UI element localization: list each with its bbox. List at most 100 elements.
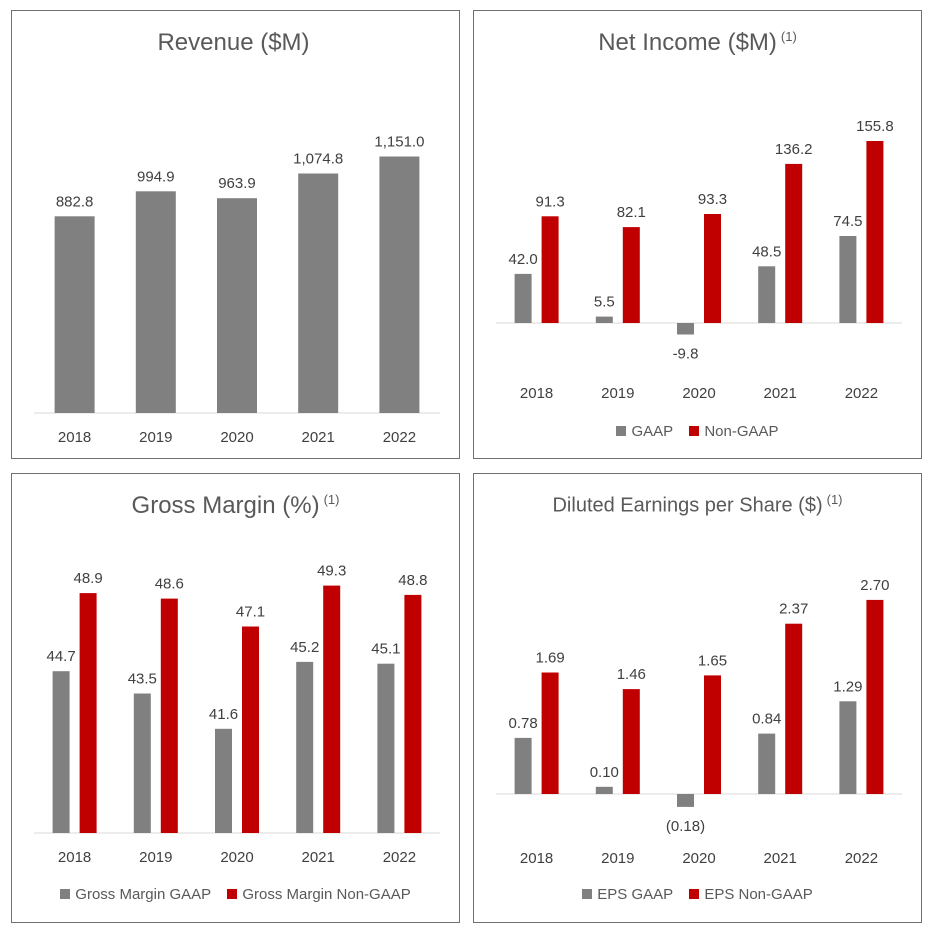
bar-revenue-revenue-2020 [217, 198, 257, 413]
legend-gm-non-gaap-swatch [227, 889, 238, 899]
legend-gaap: GAAP [616, 423, 673, 440]
data-label-gross-margin-gross-margin-gaap-2018: 44.7 [46, 648, 75, 665]
revenue-chart-plot: 882.8 2018 994.9 2019 963.9 2020 1,074.8 2021 1,… [34, 134, 440, 446]
bar-gross-margin-gross-margin-non-gaap-2019 [160, 598, 178, 833]
data-label-eps-eps-gaap-2018: 0.78 [508, 715, 537, 732]
data-label-gross-margin-gross-margin-non-gaap-2020: 47.1 [236, 604, 265, 621]
x-tick-label-net-income-2018: 2018 [520, 385, 553, 402]
legend-gm-gaap-swatch [60, 889, 71, 899]
legend-eps-gaap-swatch [582, 889, 593, 899]
net-income-chart-plot: 42.0 91.3 2018 5.5 82.1 2019 -9.8 93.3 2020 48.5 1… [496, 118, 902, 402]
x-tick-label-net-income-2019: 2019 [601, 385, 634, 402]
data-label-net-income-gaap-2018: 42.0 [508, 251, 537, 268]
legend-gm-non-gaap: Gross Margin Non-GAAP [227, 886, 411, 903]
data-label-net-income-non-gaap-2020: 93.3 [698, 191, 727, 208]
data-label-net-income-gaap-2021: 48.5 [752, 243, 781, 260]
x-tick-label-revenue-2022: 2022 [383, 429, 416, 446]
eps-legend: EPS GAAP EPS Non-GAAP [474, 886, 921, 903]
x-tick-label-revenue-2020: 2020 [220, 429, 253, 446]
data-label-eps-eps-non-gaap-2020: 1.65 [698, 652, 727, 669]
bar-gross-margin-gross-margin-non-gaap-2020 [242, 626, 259, 833]
x-tick-label-gross-margin-2022: 2022 [383, 849, 416, 866]
legend-eps-non-gaap: EPS Non-GAAP [689, 886, 813, 903]
bar-net-income-non-gaap-2021 [785, 163, 803, 323]
x-tick-label-gross-margin-2019: 2019 [139, 849, 172, 866]
data-label-net-income-gaap-2022: 74.5 [833, 213, 862, 230]
data-label-eps-eps-gaap-2020: (0.18) [666, 818, 705, 835]
bar-gross-margin-gross-margin-non-gaap-2021 [323, 585, 341, 833]
bar-gross-margin-gross-margin-gaap-2020 [215, 728, 232, 833]
bar-eps-eps-non-gaap-2021 [785, 623, 803, 794]
bar-net-income-gaap-2018 [514, 273, 532, 323]
bar-gross-margin-gross-margin-gaap-2022 [377, 663, 395, 833]
gross-margin-legend: Gross Margin GAAP Gross Margin Non-GAAP [12, 886, 459, 903]
bar-net-income-gaap-2022 [839, 236, 857, 323]
data-label-eps-eps-non-gaap-2018: 1.69 [535, 650, 564, 667]
x-tick-label-eps-2019: 2019 [601, 850, 634, 867]
x-tick-label-eps-2021: 2021 [764, 850, 797, 867]
bar-revenue-revenue-2018 [54, 216, 95, 413]
bar-gross-margin-gross-margin-gaap-2021 [296, 661, 314, 833]
eps-chart-title: Diluted Earnings per Share ($) (1) [552, 492, 843, 517]
x-tick-label-gross-margin-2020: 2020 [220, 849, 253, 866]
bar-net-income-gaap-2019 [595, 316, 613, 323]
bar-gross-margin-gross-margin-non-gaap-2022 [404, 594, 422, 833]
x-tick-label-revenue-2021: 2021 [302, 429, 335, 446]
bar-revenue-revenue-2022 [379, 156, 420, 413]
bar-eps-eps-gaap-2018 [514, 737, 532, 794]
data-label-net-income-gaap-2019: 5.5 [594, 294, 615, 311]
data-label-revenue-revenue-2019: 994.9 [137, 168, 175, 185]
gross-margin-chart-title: Gross Margin (%) (1) [131, 492, 340, 519]
data-label-eps-eps-gaap-2019: 0.10 [590, 764, 619, 781]
data-label-gross-margin-gross-margin-gaap-2022: 45.1 [371, 641, 400, 658]
x-tick-label-eps-2022: 2022 [845, 850, 878, 867]
revenue-chart-title: Revenue ($M) [157, 29, 310, 56]
x-tick-label-net-income-2022: 2022 [845, 385, 878, 402]
legend-non-gaap: Non-GAAP [689, 423, 779, 440]
data-label-eps-eps-gaap-2022: 1.29 [833, 678, 862, 695]
data-label-net-income-non-gaap-2019: 82.1 [617, 204, 646, 221]
bar-eps-eps-non-gaap-2019 [622, 689, 640, 794]
bar-eps-eps-non-gaap-2020 [704, 675, 721, 794]
legend-gaap-swatch [616, 426, 627, 436]
eps-chart-plot: 0.78 1.69 2018 0.10 1.46 2019 (0.18) 1.65 2020 0.… [496, 577, 902, 867]
bar-net-income-non-gaap-2018 [541, 216, 559, 323]
legend-eps-non-gaap-swatch [689, 889, 700, 899]
bar-eps-eps-gaap-2019 [595, 786, 613, 794]
bar-eps-eps-gaap-2020 [677, 794, 694, 807]
x-tick-label-net-income-2020: 2020 [682, 385, 715, 402]
data-label-gross-margin-gross-margin-non-gaap-2021: 49.3 [317, 563, 346, 580]
x-tick-label-eps-2018: 2018 [520, 850, 553, 867]
data-label-gross-margin-gross-margin-gaap-2021: 45.2 [290, 639, 319, 656]
bar-revenue-revenue-2019 [135, 191, 176, 413]
bar-eps-eps-gaap-2022 [839, 701, 857, 794]
gross-margin-chart-panel: Gross Margin (%) (1) 44.7 48.9 2018 43.5 48.6… [11, 473, 460, 923]
bar-net-income-gaap-2020 [677, 323, 694, 335]
data-label-revenue-revenue-2021: 1,074.8 [293, 151, 343, 168]
bar-revenue-revenue-2021 [298, 173, 339, 413]
bar-gross-margin-gross-margin-non-gaap-2018 [79, 593, 97, 833]
legend-non-gaap-swatch [689, 426, 700, 436]
bar-gross-margin-gross-margin-gaap-2018 [52, 671, 70, 833]
legend-gm-gaap: Gross Margin GAAP [60, 886, 211, 903]
data-label-gross-margin-gross-margin-non-gaap-2018: 48.9 [73, 570, 102, 587]
data-label-net-income-non-gaap-2018: 91.3 [535, 193, 564, 210]
data-label-revenue-revenue-2022: 1,151.0 [374, 134, 424, 151]
data-label-revenue-revenue-2020: 963.9 [218, 175, 256, 192]
x-tick-label-revenue-2018: 2018 [58, 429, 91, 446]
data-label-gross-margin-gross-margin-gaap-2020: 41.6 [209, 706, 238, 723]
bar-eps-eps-non-gaap-2022 [866, 599, 884, 794]
bar-eps-eps-non-gaap-2018 [541, 672, 559, 794]
gross-margin-chart-plot: 44.7 48.9 2018 43.5 48.6 2019 41.6 47.1 2020 45.2… [34, 563, 440, 866]
data-label-net-income-gaap-2020: -9.8 [673, 346, 699, 363]
data-label-eps-eps-non-gaap-2021: 2.37 [779, 601, 808, 618]
data-label-eps-eps-gaap-2021: 0.84 [752, 711, 781, 728]
net-income-legend: GAAP Non-GAAP [474, 423, 921, 440]
x-tick-label-net-income-2021: 2021 [764, 385, 797, 402]
bar-eps-eps-gaap-2021 [758, 733, 776, 794]
data-label-eps-eps-non-gaap-2022: 2.70 [860, 577, 889, 594]
eps-chart-panel: Diluted Earnings per Share ($) (1) 0.78 1.… [473, 473, 922, 923]
x-tick-label-gross-margin-2018: 2018 [58, 849, 91, 866]
x-tick-label-revenue-2019: 2019 [139, 429, 172, 446]
data-label-gross-margin-gross-margin-non-gaap-2019: 48.6 [155, 576, 184, 593]
